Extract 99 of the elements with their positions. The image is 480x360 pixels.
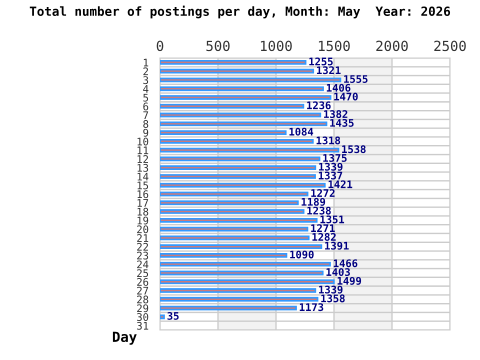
data-label: 1282	[312, 233, 336, 241]
y-tick-label: 2	[143, 67, 148, 76]
bar	[160, 174, 316, 179]
bar	[160, 314, 165, 320]
y-tick-label: 25	[137, 269, 148, 278]
bar	[160, 226, 308, 232]
y-tick-label: 24	[137, 260, 148, 268]
y-tick-label: 31	[137, 322, 148, 330]
data-label: 1466	[334, 259, 358, 268]
y-tick-label: 3	[143, 76, 148, 84]
y-tick-label: 7	[143, 111, 148, 120]
data-label: 1403	[326, 268, 350, 276]
data-label: 1337	[318, 172, 342, 180]
data-label: 1351	[320, 215, 344, 224]
data-label: 1421	[328, 180, 352, 188]
y-tick-label: 1	[144, 58, 148, 66]
y-tick-label: 17	[138, 199, 148, 207]
data-label: 1339	[319, 286, 343, 294]
bar	[160, 121, 328, 126]
data-label: 1236	[307, 101, 331, 110]
y-tick-label: 4	[143, 85, 148, 93]
y-tick-label: 19	[138, 216, 148, 224]
bar	[160, 306, 297, 310]
bar	[160, 148, 340, 152]
data-label: 1272	[311, 189, 335, 197]
bar	[160, 192, 308, 196]
data-label: 1084	[289, 128, 314, 136]
y-tick-label: 6	[143, 102, 148, 110]
y-tick-label: 10	[138, 138, 148, 146]
y-tick-label: 14	[138, 172, 148, 180]
data-label: 1435	[330, 118, 354, 127]
data-label: 1321	[316, 66, 341, 74]
y-tick-label: 27	[137, 286, 148, 294]
data-label: 1358	[321, 294, 345, 302]
bar	[160, 156, 320, 162]
y-tick-label: 30	[137, 313, 148, 321]
y-tick-label: 12	[138, 155, 148, 163]
bar	[160, 60, 306, 65]
data-label: 1538	[342, 145, 366, 154]
data-label: 35	[167, 312, 179, 320]
data-label: 1271	[311, 224, 335, 232]
bar	[160, 244, 322, 250]
bar	[160, 253, 288, 258]
chart-title: Total number of postings per day, Month: May Year: 2026	[30, 6, 450, 18]
y-tick-label: 26	[137, 278, 148, 286]
bar	[160, 104, 304, 109]
data-label: 1189	[302, 198, 326, 206]
y-tick-label: 8	[143, 120, 148, 128]
bar	[160, 86, 324, 92]
bar	[160, 182, 326, 188]
data-label: 1555	[344, 75, 368, 83]
x-tick-label: 2000	[376, 40, 408, 52]
data-label: 1173	[300, 303, 324, 312]
bar	[160, 68, 314, 74]
data-label: 1375	[323, 154, 347, 162]
bar	[160, 209, 304, 214]
bar	[160, 78, 342, 82]
bar	[160, 138, 314, 144]
y-tick-label: 16	[138, 190, 148, 198]
data-label: 1470	[334, 92, 358, 101]
data-label: 1318	[316, 136, 340, 144]
y-tick-label: 9	[143, 128, 148, 137]
data-label: 1391	[325, 242, 349, 250]
data-label: 1382	[324, 110, 348, 118]
data-label: 1090	[290, 250, 314, 258]
bar	[160, 95, 332, 100]
x-tick-label: 0	[156, 40, 164, 52]
x-tick-label: 2500	[434, 40, 466, 52]
data-label: 1499	[338, 276, 362, 285]
bar	[160, 279, 335, 284]
y-tick-label: 28	[137, 296, 148, 304]
y-tick-label: 15	[138, 182, 148, 190]
data-label: 1238	[307, 206, 331, 215]
data-label: 1406	[326, 84, 350, 92]
data-label: 1255	[309, 58, 333, 66]
y-tick-label: 11	[138, 146, 148, 154]
bar	[160, 130, 287, 135]
y-tick-label: 5	[143, 94, 148, 102]
y-tick-label: 13	[138, 164, 148, 172]
bar	[160, 112, 322, 118]
x-tick-label: 500	[206, 40, 230, 52]
y-tick-label: 22	[137, 242, 148, 251]
data-label: 1339	[319, 162, 343, 171]
bar	[160, 288, 316, 293]
y-tick-label: 20	[137, 225, 148, 234]
y-tick-label: 21	[137, 234, 148, 242]
bar	[160, 236, 310, 240]
x-tick-label: 1500	[318, 40, 350, 52]
x-tick-label: 1000	[260, 40, 292, 52]
bar	[160, 262, 331, 267]
bar	[160, 296, 318, 302]
y-axis-title: Day	[112, 332, 137, 345]
y-tick-label: 18	[138, 208, 148, 216]
bar	[160, 165, 316, 170]
bar	[160, 218, 318, 223]
y-tick-label: 29	[137, 304, 148, 312]
bar	[160, 200, 299, 206]
y-tick-label: 23	[137, 252, 148, 260]
bar	[160, 270, 324, 276]
